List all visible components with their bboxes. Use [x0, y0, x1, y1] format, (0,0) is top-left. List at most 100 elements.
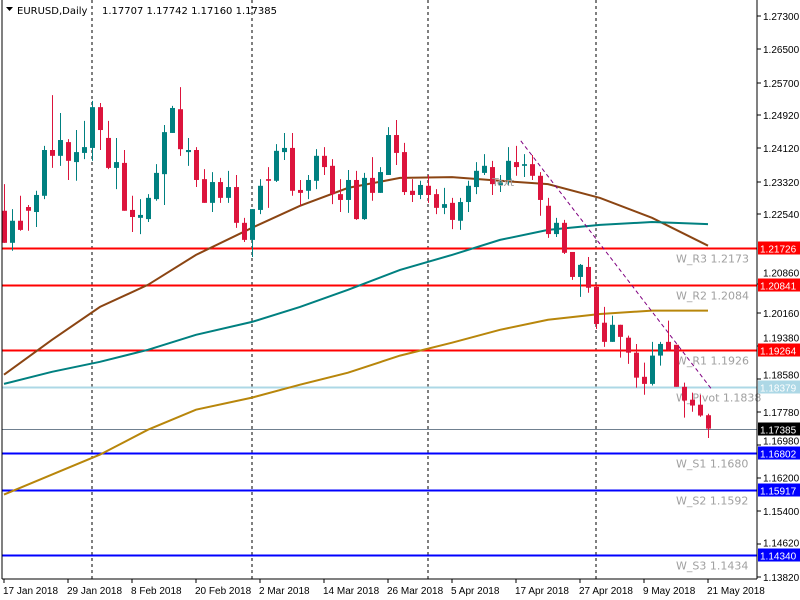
- candle-bear: [434, 194, 439, 208]
- candle-bull: [506, 160, 511, 180]
- price-box: [758, 483, 800, 497]
- candle-bear: [370, 177, 375, 193]
- price-box: [758, 343, 800, 357]
- time-axis[interactable]: 17 Jan 2018 29 Jan 2018 8 Feb 2018 20 Feb 2…: [3, 579, 765, 597]
- date-tick-label: 8 Feb 2018: [131, 586, 182, 597]
- price-tick-label: 1.20160: [763, 309, 800, 320]
- candle-bear: [354, 179, 359, 220]
- candle-bear: [106, 137, 111, 168]
- candle-bull: [578, 264, 583, 277]
- candle-bull: [186, 150, 191, 153]
- trendline-group[interactable]: Text: [491, 140, 713, 391]
- price-tick-label: 1.13820: [763, 573, 800, 584]
- price-axis[interactable]: 1.27300 1.26500 1.25700 1.24920 1.24120 1.233…: [757, 12, 800, 584]
- candle-bull: [74, 152, 79, 163]
- candle-bear: [50, 150, 55, 156]
- price-tick-label: 1.24120: [763, 144, 800, 155]
- price-tick-label: 1.15400: [763, 507, 800, 518]
- candle-bear: [298, 189, 303, 193]
- candle-bull: [314, 155, 319, 181]
- candle-bear: [602, 322, 607, 342]
- candle-bear: [290, 147, 295, 191]
- price-box-label: 1.19264: [760, 347, 797, 358]
- date-tick-label: 9 May 2018: [643, 586, 696, 597]
- candle-bull: [458, 202, 463, 221]
- price-box: [758, 278, 800, 292]
- ma-teal-line: [3, 220, 709, 385]
- candle-bull: [34, 194, 39, 213]
- candle-bull: [306, 179, 311, 191]
- trendline: [520, 140, 713, 391]
- price-tick-label: 1.24920: [763, 111, 800, 122]
- candle-bear: [530, 164, 535, 176]
- pivot-levels: W_R3 1.2173 W_R2 1.2084 W_R1 1.1926 W_Pivot…: [2, 247, 761, 573]
- price-tick-label: 1.19380: [763, 334, 800, 345]
- ma-gold-line: [3, 309, 708, 496]
- price-box: [758, 548, 800, 562]
- candle-bear: [242, 222, 247, 240]
- candle-bear: [666, 341, 671, 350]
- candle-bull: [154, 172, 159, 200]
- date-tick-label: 17 Apr 2018: [515, 586, 569, 597]
- candle-bear: [18, 220, 23, 230]
- candle-bear: [178, 109, 183, 150]
- price-tick-label: 1.16980: [763, 437, 800, 448]
- level-label: W_S2 1.1592: [676, 495, 748, 508]
- candle-bear: [26, 207, 31, 211]
- dropdown-triangle-icon[interactable]: [6, 7, 13, 11]
- level-label: W_R3 1.2173: [676, 253, 749, 266]
- candle-bull: [386, 135, 391, 175]
- date-tick-label: 2 Mar 2018: [259, 586, 310, 597]
- candle-bear: [706, 415, 711, 429]
- chart-header: EURUSD,Daily 1.17707 1.17742 1.17160 1.1…: [6, 6, 277, 17]
- price-tick-label: 1.20860: [763, 269, 800, 280]
- price-tick-label: 1.17780: [763, 408, 800, 419]
- candle-bear: [642, 376, 647, 384]
- candle-bear: [234, 187, 239, 223]
- candle-bull: [250, 209, 255, 240]
- candle-bull: [362, 177, 367, 220]
- candle-bear: [514, 162, 519, 168]
- price-tick-label: 1.14620: [763, 539, 800, 550]
- candle-bear: [338, 194, 343, 200]
- candle-bear: [538, 175, 543, 200]
- candle-bear: [586, 266, 591, 288]
- level-label: W_R1 1.1926: [676, 355, 749, 368]
- candle-bull: [474, 170, 479, 188]
- candle-bear: [698, 404, 703, 416]
- candle-bull: [82, 147, 87, 153]
- text-object: Text: [491, 176, 515, 189]
- candle-bear: [2, 210, 7, 243]
- date-tick-label: 14 Mar 2018: [323, 586, 380, 597]
- price-tick-label: 1.18580: [763, 371, 800, 382]
- price-box-label: 1.18379: [760, 384, 797, 395]
- candle-bear: [194, 150, 199, 180]
- candle-bull: [146, 197, 151, 220]
- candle-bull: [378, 172, 383, 193]
- level-label: W_S1 1.1680: [676, 458, 748, 471]
- candle-bull: [162, 132, 167, 175]
- price-tick-label: 1.27300: [763, 12, 800, 23]
- candle-bear: [490, 167, 495, 185]
- candle-bear: [66, 142, 71, 161]
- candle-bull: [650, 355, 655, 384]
- candle-bear: [266, 179, 271, 181]
- ohlc-values: 1.17707 1.17742 1.17160 1.17385: [102, 6, 277, 17]
- candle-bull: [114, 162, 119, 168]
- price-labels: 1.21726 1.20841 1.19264 1.18379 1.16802 1.159…: [758, 241, 800, 563]
- date-tick-label: 5 Apr 2018: [451, 586, 500, 597]
- price-box-label: 1.14340: [760, 552, 797, 563]
- date-tick-label: 20 Feb 2018: [195, 586, 252, 597]
- price-box: [758, 446, 800, 460]
- candle-bull: [442, 204, 447, 208]
- candle-bear: [690, 399, 695, 406]
- candle-bear: [322, 155, 327, 168]
- candle-bull: [58, 140, 63, 156]
- candle-bear: [130, 209, 135, 218]
- date-tick-label: 27 Apr 2018: [579, 586, 633, 597]
- price-box-label: 1.20841: [760, 282, 797, 293]
- price-box-label: 1.21726: [760, 245, 797, 256]
- candle-bear: [626, 337, 631, 353]
- price-tick-label: 1.25700: [763, 79, 800, 90]
